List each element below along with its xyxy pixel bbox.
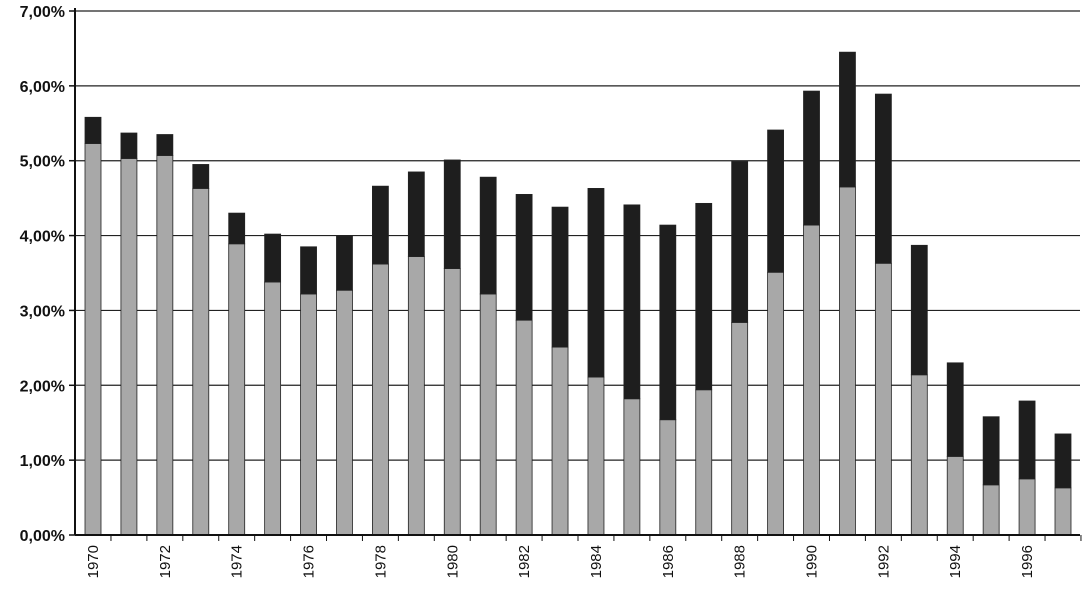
bar-segment-upper <box>443 159 461 269</box>
bar-segment-lower <box>587 376 605 536</box>
bar-segment-lower <box>84 143 102 536</box>
bar-segment-lower <box>731 322 749 536</box>
bar-segment-lower <box>300 293 317 536</box>
bar-segment-upper <box>910 244 928 376</box>
x-tick-label: 1976 <box>301 545 318 578</box>
bar-segment-upper <box>515 193 533 321</box>
bar-segment-lower <box>839 186 856 536</box>
x-tick-label: 1970 <box>85 545 102 578</box>
y-tick-label: 6,00% <box>20 79 65 96</box>
x-tick-label: 1988 <box>732 545 749 578</box>
bar-segment-lower <box>515 319 533 536</box>
x-tick-label: 1990 <box>804 545 821 578</box>
bar-segment-lower <box>946 455 964 536</box>
bar-segment-upper <box>120 132 138 159</box>
bar-segment-lower <box>874 262 892 536</box>
y-tick-label: 0,00% <box>20 528 65 545</box>
bar-segment-lower <box>443 268 461 536</box>
x-tick-label: 1974 <box>229 545 246 578</box>
bar-segment-upper <box>874 93 892 264</box>
bar-segment-lower <box>695 389 713 536</box>
x-tick-label: 1986 <box>660 545 677 578</box>
y-tick-label: 2,00% <box>20 378 65 395</box>
bar-segment-upper <box>767 129 784 273</box>
bar-segment-lower <box>264 281 282 536</box>
bar-segment-lower <box>803 224 820 536</box>
x-tick-label: 1978 <box>372 545 389 578</box>
bar-segment-lower <box>551 346 569 536</box>
y-tick-label: 4,00% <box>20 229 65 246</box>
bar-segment-upper <box>264 233 282 283</box>
x-tick-label: 1994 <box>947 545 964 578</box>
bar-segment-lower <box>910 374 928 536</box>
bar-segment-lower <box>479 293 497 536</box>
x-tick-label: 1980 <box>444 545 461 578</box>
bar-segment-upper <box>659 224 677 421</box>
x-tick-label: 1982 <box>516 545 533 578</box>
bar-segment-upper <box>192 164 210 189</box>
bar-segment-lower <box>336 289 353 536</box>
bar-segment-upper <box>300 246 317 295</box>
bar-segment-lower <box>192 188 210 536</box>
bar-segment-upper <box>623 204 641 400</box>
y-tick-label: 1,00% <box>20 453 65 470</box>
bar-segment-upper <box>946 362 964 457</box>
bar-segment-lower <box>407 256 425 536</box>
bar-segment-upper <box>731 161 749 323</box>
x-tick-label: 1984 <box>588 545 605 578</box>
x-tick-label: 1972 <box>157 545 174 578</box>
bar-segment-upper <box>587 188 605 378</box>
bar-segment-upper <box>84 116 102 144</box>
x-tick-label: 1996 <box>1019 545 1036 578</box>
bar-segment-lower <box>767 271 784 536</box>
bar-segment-lower <box>623 398 641 536</box>
bar-segment-lower <box>1054 487 1072 536</box>
y-tick-label: 5,00% <box>20 154 65 171</box>
axes <box>69 8 1082 541</box>
y-tick-label: 7,00% <box>20 4 65 21</box>
bar-segment-lower <box>982 484 1000 536</box>
bar-segment-upper <box>803 90 820 226</box>
bar-segment-upper <box>336 235 353 291</box>
bar-segment-upper <box>1054 433 1072 489</box>
bar-segment-upper <box>982 416 1000 486</box>
bar-segment-lower <box>372 263 389 536</box>
bar-segment-lower <box>228 243 246 536</box>
bar-segment-upper <box>372 185 389 265</box>
bar-segment-upper <box>407 171 425 257</box>
bar-segment-upper <box>839 51 856 188</box>
x-tick-labels: 1970 1972 1974 1976 1978 1980 1982 1984 1986 1988… <box>85 545 1036 578</box>
x-tick-label: 1992 <box>875 545 892 578</box>
bars <box>84 51 1072 536</box>
bar-segment-lower <box>659 419 677 536</box>
bar-segment-upper <box>551 206 569 348</box>
gridlines <box>75 10 1080 461</box>
bar-segment-upper <box>156 134 174 156</box>
bar-segment-upper <box>228 212 246 245</box>
bar-segment-lower <box>120 158 138 536</box>
bar-segment-lower <box>1018 478 1036 536</box>
bar-segment-lower <box>156 155 174 536</box>
y-tick-label: 3,00% <box>20 303 65 320</box>
y-tick-labels: 0,00% 1,00% 2,00% 3,00% 4,00% 5,00% 6,00% 7,00% <box>20 4 65 545</box>
bar-segment-upper <box>479 176 497 295</box>
bar-segment-upper <box>695 202 713 391</box>
bar-segment-upper <box>1018 400 1036 480</box>
